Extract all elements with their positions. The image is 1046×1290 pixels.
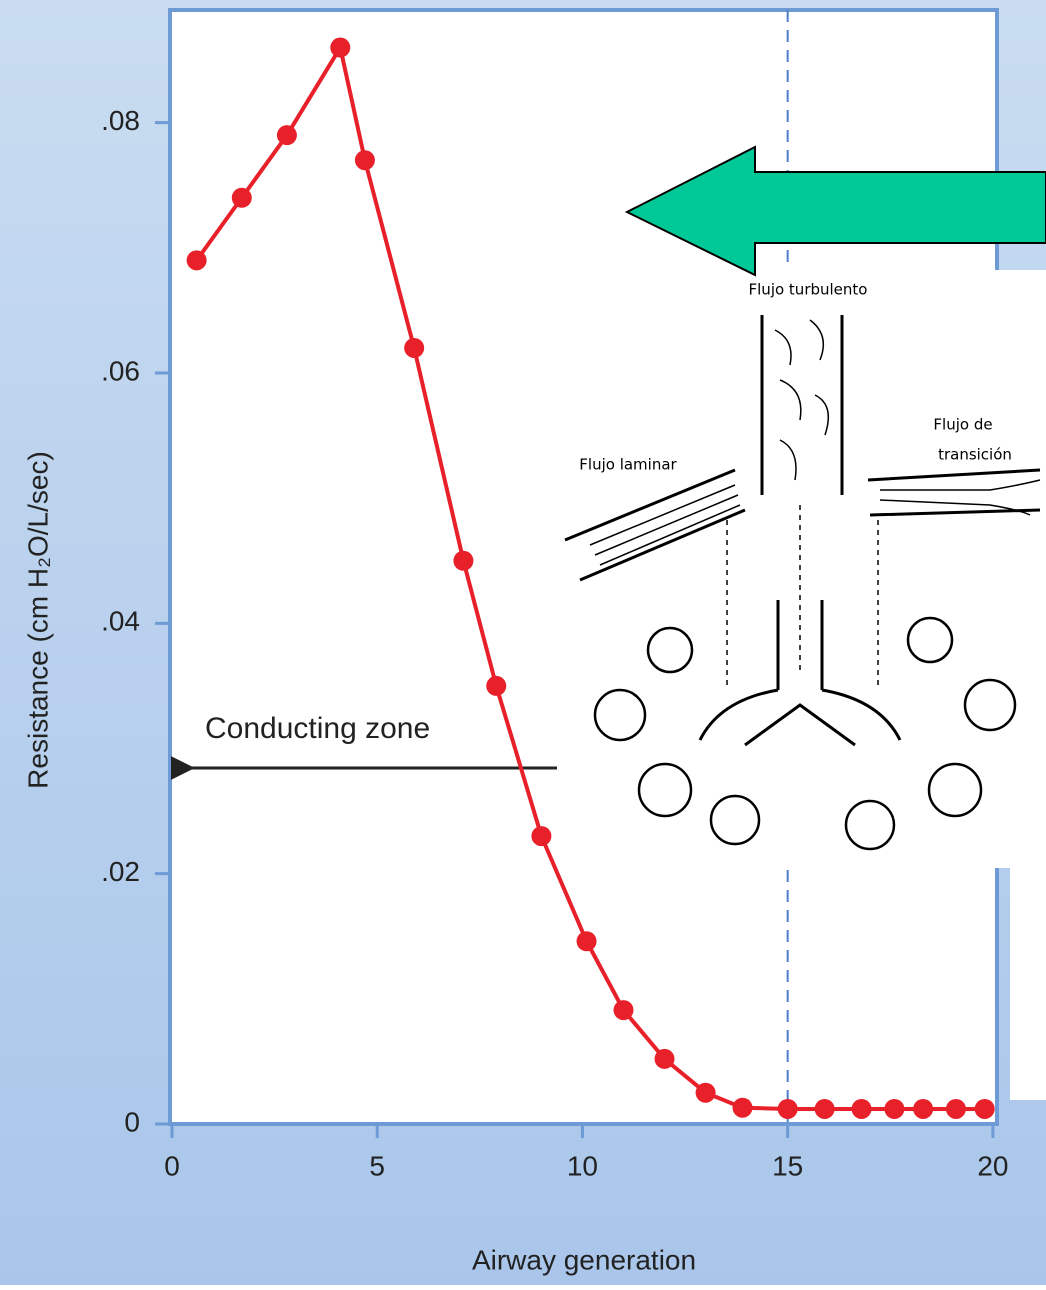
y-tick-label: .08 (101, 105, 140, 136)
data-point (613, 1000, 633, 1020)
data-point (852, 1099, 872, 1119)
x-tick-label: 5 (369, 1150, 385, 1181)
data-point (232, 188, 252, 208)
inset-label: Flujo de (933, 416, 992, 434)
inset-label: Flujo laminar (579, 456, 677, 474)
data-point (946, 1099, 966, 1119)
chart: 0 .02 .04 .06 .08 0 5 10 15 20 Conducting zone Fl… (0, 0, 1046, 1285)
data-point (577, 931, 597, 951)
data-point (277, 125, 297, 145)
annotation: Conducting zone (205, 712, 430, 745)
data-point (404, 338, 424, 358)
data-point (884, 1099, 904, 1119)
y-tick-label: 0 (124, 1106, 140, 1137)
data-point (696, 1083, 716, 1103)
data-point (815, 1099, 835, 1119)
data-point (975, 1099, 995, 1119)
data-point (187, 250, 207, 270)
x-tick-label: 20 (977, 1150, 1008, 1181)
x-tick-label: 10 (567, 1150, 598, 1181)
data-point (355, 150, 375, 170)
y-axis-label: Resistance (cm H₂O/L/sec) (22, 451, 53, 789)
x-tick-label: 0 (164, 1150, 180, 1181)
x-axis-label: Airway generation (472, 1244, 696, 1275)
inset-panel (560, 270, 1046, 868)
data-point (486, 676, 506, 696)
x-tick-label: 15 (772, 1150, 803, 1181)
data-point (913, 1099, 933, 1119)
data-point (733, 1098, 753, 1118)
inset-strip (1010, 868, 1046, 1100)
data-point (330, 38, 350, 58)
inset-label: Flujo turbulento (749, 281, 868, 299)
y-tick-label: .04 (101, 606, 140, 637)
y-tick-label: .02 (101, 856, 140, 887)
data-point (655, 1049, 675, 1069)
data-point (453, 551, 473, 571)
inset-label: transición (938, 446, 1012, 464)
data-point (778, 1099, 798, 1119)
y-tick-label: .06 (101, 355, 140, 386)
data-point (531, 826, 551, 846)
